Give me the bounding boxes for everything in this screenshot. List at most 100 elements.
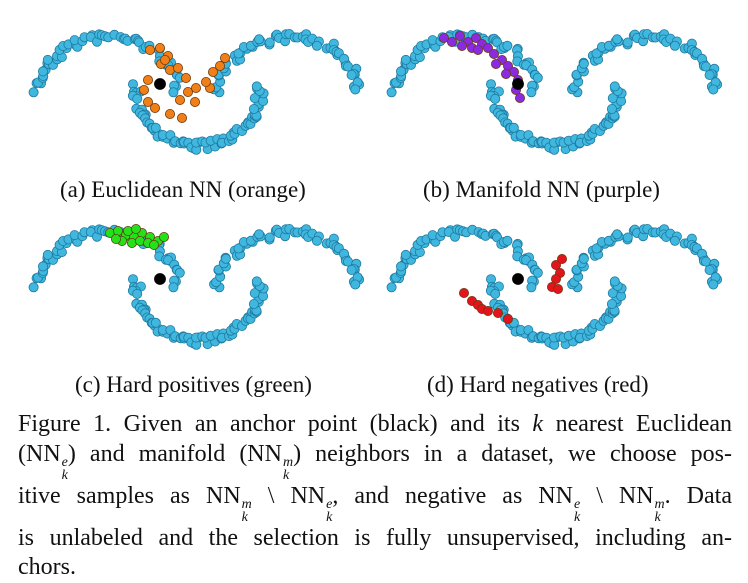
euclidean-point: [139, 85, 150, 96]
data-point: [42, 249, 53, 260]
data-point: [168, 282, 179, 293]
data-point: [251, 81, 262, 92]
data-point: [28, 87, 39, 98]
data-point: [508, 122, 519, 133]
data-point: [609, 276, 620, 287]
data-point: [490, 93, 501, 104]
data-point: [220, 253, 231, 264]
data-point: [532, 267, 543, 278]
euclidean-point: [214, 61, 225, 72]
negative-point: [493, 308, 504, 319]
data-point: [606, 299, 617, 310]
data-point: [578, 58, 589, 69]
manifold-point: [514, 93, 525, 104]
euclidean-point: [180, 73, 191, 84]
euclidean-point: [174, 95, 185, 106]
figure-caption: Figure 1. Given an anchor point (black) …: [18, 410, 732, 583]
euclidean-point: [219, 53, 230, 64]
moons-plot-d: [386, 223, 723, 350]
data-point: [669, 40, 680, 51]
euclidean-point: [182, 87, 193, 98]
euclidean-point: [207, 67, 218, 78]
anchor-point: [154, 273, 166, 285]
positive-point: [111, 233, 122, 244]
negative-point: [503, 314, 514, 325]
negative-point: [550, 260, 561, 271]
data-point: [386, 87, 397, 98]
data-point: [254, 229, 265, 240]
data-point: [502, 235, 513, 246]
negative-point: [552, 284, 563, 295]
euclidean-point: [172, 63, 183, 74]
positive-point: [131, 223, 142, 234]
data-point: [150, 317, 161, 328]
euclidean-point: [200, 77, 211, 88]
euclidean-point: [149, 103, 160, 114]
moons-plot-b: [386, 28, 723, 155]
euclidean-point: [189, 97, 200, 108]
euclidean-point: [176, 113, 187, 124]
positive-point: [148, 239, 159, 250]
negative-point: [550, 274, 561, 285]
data-point: [591, 243, 602, 254]
subcaption-b: (b) Manifold NN (purple): [423, 177, 660, 202]
data-point: [346, 70, 357, 81]
data-point: [132, 288, 143, 299]
data-point: [346, 265, 357, 276]
subcaption-d: (d) Hard negatives (red): [427, 372, 649, 397]
data-point: [622, 232, 633, 243]
data-point: [704, 265, 715, 276]
data-point: [532, 72, 543, 83]
manifold-point: [457, 40, 468, 51]
caption-line-1: Figure 1. Given an anchor point (black) …: [18, 411, 732, 437]
data-point: [251, 276, 262, 287]
manifold-point: [439, 32, 450, 43]
manifold-point: [491, 59, 502, 70]
manifold-point: [447, 36, 458, 47]
data-point: [168, 87, 179, 98]
data-point: [174, 267, 185, 278]
moons-plot-c: [28, 223, 365, 350]
data-point: [233, 243, 244, 254]
panel-c: [20, 215, 372, 365]
euclidean-point: [190, 83, 201, 94]
data-point: [350, 84, 361, 95]
data-point: [400, 249, 411, 260]
positive-point: [158, 231, 169, 242]
moons-plot-a: [28, 28, 365, 155]
anchor-point: [512, 273, 524, 285]
data-point: [248, 104, 259, 115]
euclidean-point: [143, 75, 154, 86]
data-point: [132, 93, 143, 104]
data-point: [526, 87, 537, 98]
data-point: [264, 232, 275, 243]
manifold-point: [473, 44, 484, 55]
data-point: [704, 70, 715, 81]
data-point: [591, 48, 602, 59]
negative-point: [483, 306, 494, 317]
data-point: [502, 40, 513, 51]
data-point: [526, 282, 537, 293]
data-point: [150, 122, 161, 133]
data-point: [386, 282, 397, 293]
manifold-point: [501, 69, 512, 80]
caption-line-2: (NN e k) and manifold (NN m k) neighbors in …: [18, 440, 733, 483]
euclidean-point: [145, 44, 156, 55]
data-point: [37, 261, 48, 272]
negative-point: [556, 254, 567, 265]
data-point: [311, 40, 322, 51]
euclidean-point: [164, 109, 175, 120]
data-point: [578, 253, 589, 264]
data-point: [708, 279, 719, 290]
data-point: [395, 66, 406, 77]
data-point: [254, 34, 265, 45]
data-point: [708, 84, 719, 95]
negative-point: [459, 288, 470, 299]
data-point: [233, 48, 244, 59]
manifold-point: [455, 30, 466, 41]
data-point: [264, 37, 275, 48]
caption-line-4: is unlabeled and the selection is fully …: [18, 524, 732, 551]
subcaption-c: (c) Hard positives (green): [75, 372, 312, 397]
subcaption-a: (a) Euclidean NN (orange): [60, 177, 306, 202]
caption-line-3: itive samples as NN m k \ NN e k, and negati…: [18, 482, 732, 525]
